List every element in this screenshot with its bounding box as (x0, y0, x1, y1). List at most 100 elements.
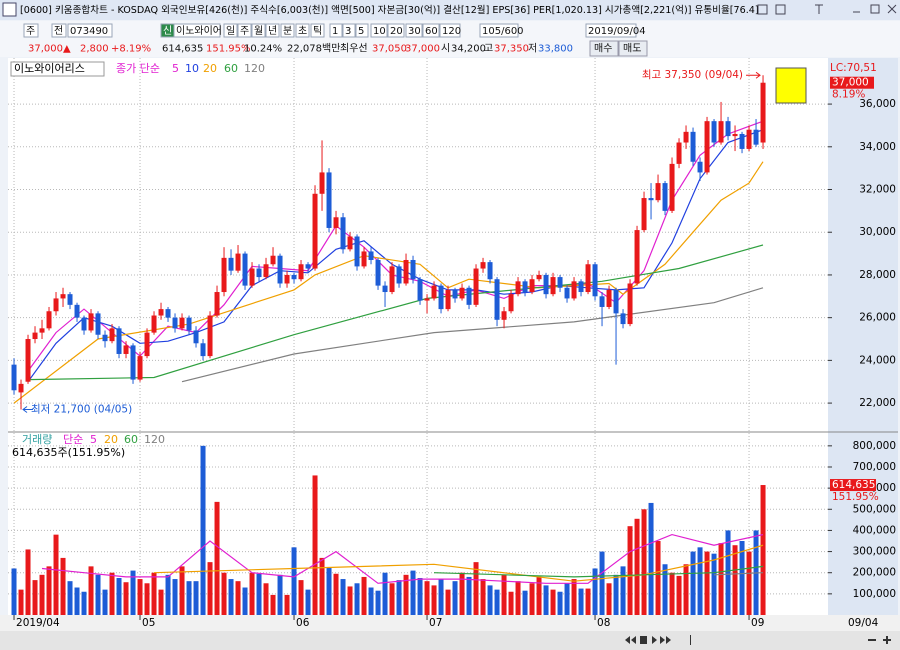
candle-body (60, 294, 66, 299)
toolbar-button[interactable] (370, 23, 388, 38)
toolbar-button[interactable] (329, 23, 343, 38)
candle-body (718, 121, 724, 143)
volume-bar (389, 583, 395, 615)
volume-bar (81, 591, 87, 615)
quote-item: 22,078백만 (287, 43, 340, 55)
toolbar-button[interactable] (585, 23, 637, 38)
toolbar-button[interactable] (173, 23, 221, 38)
toolbar-item: 틱 (313, 25, 322, 37)
toolbar-button[interactable] (23, 23, 39, 38)
high-label: 최고 37,350 (09/04) (642, 69, 743, 81)
candle-body (389, 266, 395, 293)
toolbar-item: 30 (408, 26, 421, 37)
volume-bar (494, 589, 500, 615)
scroll-buttons[interactable] (625, 635, 891, 645)
candle-body (655, 183, 661, 201)
volume-bar (130, 570, 136, 615)
scroll-bar[interactable] (0, 631, 900, 650)
legend-box (10, 61, 105, 77)
y-tick-label: 400,000 (853, 524, 896, 536)
legend-item: 60 (124, 433, 138, 446)
trade-button[interactable] (618, 40, 648, 57)
toolbar-button[interactable] (223, 23, 238, 38)
toolbar-item: 20 (390, 26, 403, 37)
toolbar-button[interactable] (51, 23, 67, 38)
legend-item: 5 (172, 62, 179, 75)
toolbar-button[interactable] (422, 23, 440, 38)
toolbar-button[interactable] (265, 23, 280, 38)
toolbar-button[interactable] (67, 23, 113, 38)
toolbar-button[interactable] (237, 23, 252, 38)
cursor-date: 09/04 (848, 617, 879, 629)
x-tick-label: 05 (142, 617, 155, 629)
candle-body (172, 317, 178, 329)
candle-body (25, 339, 31, 382)
toolbar-button[interactable] (479, 23, 519, 38)
volume-bar (410, 570, 416, 615)
candle-body (277, 255, 283, 284)
volume-bar (235, 581, 241, 615)
legend-item: 10 (185, 62, 199, 75)
candle-body (46, 311, 52, 329)
volume-bar (291, 547, 297, 615)
candle-body (746, 129, 752, 149)
candle-body (704, 121, 710, 173)
volume-bar (515, 581, 521, 615)
toolbar-item: 2019/09/04 (588, 26, 646, 37)
btn[interactable] (757, 4, 768, 15)
candle-body (270, 255, 276, 265)
toolbar-button[interactable] (387, 23, 405, 38)
candle-body (760, 82, 766, 143)
candle-body (263, 264, 269, 278)
toolbar-button[interactable] (295, 23, 310, 38)
candle-body (473, 268, 479, 305)
y-tick-label: 800,000 (853, 440, 896, 452)
x-tick-label: 07 (429, 617, 442, 629)
volume-bar (585, 588, 591, 615)
quote-item: 시 (441, 43, 450, 55)
moving-average (153, 544, 764, 582)
btn[interactable] (853, 4, 897, 14)
toolbar-button[interactable] (355, 23, 369, 38)
candle-body (214, 292, 220, 316)
toolbar-item: 초 (298, 25, 307, 37)
volume-bar (431, 585, 437, 615)
candle-body (361, 251, 367, 267)
quote-item: 33,800 (538, 44, 573, 55)
candle-body (417, 279, 423, 301)
toolbar-item: 전 (54, 25, 63, 37)
candle-body (186, 317, 192, 331)
volume-bar (151, 572, 157, 615)
quote-item: 매도 (623, 43, 641, 55)
volume-bar (18, 589, 24, 615)
candle-body (725, 121, 731, 137)
volume-bar (690, 551, 696, 615)
volume-bar (11, 568, 17, 615)
candle-body (95, 313, 101, 335)
toolbar-button[interactable] (342, 23, 356, 38)
trade-button[interactable] (589, 40, 619, 57)
candle-body (396, 266, 402, 284)
toolbar-button[interactable] (310, 23, 325, 38)
toolbar-button[interactable] (280, 23, 295, 38)
volume-bar (193, 581, 199, 615)
candle-body (410, 259, 416, 280)
candle-body (424, 298, 430, 301)
quote-item: 37,000 (405, 44, 440, 55)
toolbar-item: 주 (26, 26, 35, 37)
toolbar-button[interactable] (405, 23, 423, 38)
toolbar-item: 5 (358, 26, 364, 37)
toolbar-button[interactable] (251, 23, 266, 38)
volume-bar (606, 583, 612, 615)
candle-body (333, 217, 339, 228)
candle-body (151, 315, 157, 333)
btn[interactable] (775, 4, 786, 15)
x-tick-label: 08 (597, 617, 610, 629)
last-price-box (830, 76, 874, 89)
window-controls[interactable] (757, 4, 897, 15)
volume-bar (249, 572, 255, 615)
legend-label: 단순 (63, 433, 83, 446)
candle-body (109, 328, 115, 342)
toolbar-button[interactable] (439, 23, 461, 38)
btn[interactable] (815, 4, 823, 14)
